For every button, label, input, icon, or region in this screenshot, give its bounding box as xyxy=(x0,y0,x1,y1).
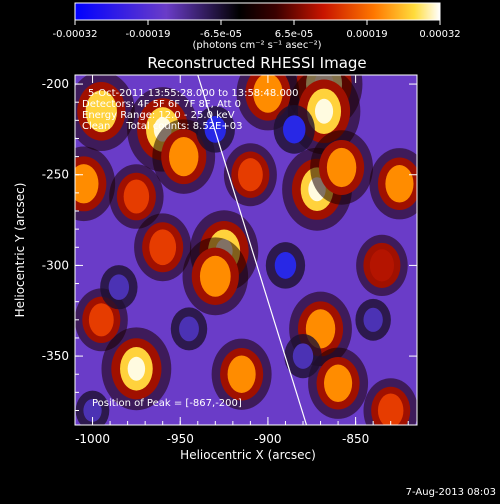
colorbar xyxy=(74,2,441,21)
source-core xyxy=(227,355,256,393)
limb-line xyxy=(197,75,308,425)
negative-core xyxy=(274,252,297,279)
negative-core xyxy=(204,115,227,143)
x-axis-ticks: -1000 -950 -900 -850 xyxy=(74,75,409,446)
x-tick-label: -1000 xyxy=(75,432,110,446)
source-core xyxy=(326,147,357,188)
negative-core xyxy=(179,316,199,342)
y-axis-ticks: -200 -250 -300 -350 xyxy=(42,77,417,411)
x-tick-label: -900 xyxy=(254,432,281,446)
source-core xyxy=(199,255,231,297)
source-core xyxy=(385,165,414,203)
colorbar-tick-label: 6.5e-05 xyxy=(275,29,313,40)
annotation-energy: Energy Range: 12.0 - 25.0 keV xyxy=(82,110,235,121)
plot-frame xyxy=(74,74,418,426)
source-core xyxy=(169,136,199,177)
colorbar-tick-label: -6.5e-05 xyxy=(200,29,242,40)
source-core xyxy=(123,179,150,214)
colorbar-tick-label: -0.00019 xyxy=(126,29,171,40)
x-tick-label: -950 xyxy=(167,432,194,446)
negative-core xyxy=(292,343,314,369)
source-core xyxy=(75,164,99,204)
heatmap-layer xyxy=(75,75,417,425)
source-core xyxy=(88,303,114,337)
colorbar-ticks xyxy=(74,20,441,25)
annotation-counts: Clean Total counts: 8.52E+03 xyxy=(82,121,242,132)
negative-core xyxy=(363,307,383,332)
source-peak xyxy=(314,98,334,124)
source-core xyxy=(377,393,404,425)
colorbar-unit-label: (photons cm⁻² s⁻¹ asec⁻²) xyxy=(192,40,321,51)
colorbar-tick-labels: -0.00032 -0.00019 -6.5e-05 6.5e-05 0.00019 0.… xyxy=(53,29,461,40)
chart-title: Reconstructed RHESSI Image xyxy=(147,54,366,72)
y-axis-label: Heliocentric Y (arcsec) xyxy=(13,183,27,318)
source-core xyxy=(324,364,353,403)
colorbar-tick-label: 0.00019 xyxy=(346,29,387,40)
negative-core xyxy=(108,274,130,300)
annotation-detectors: Detectors: 4F 5F 6F 7F 8F, Att 0 xyxy=(82,99,241,110)
source-core xyxy=(253,75,283,113)
source-core xyxy=(237,158,263,192)
annotation-block: 5-Oct-2011 13:55:28.000 to 13:58:48.000 … xyxy=(82,88,299,132)
source-peak xyxy=(127,356,146,381)
y-tick-label: -250 xyxy=(42,168,69,182)
x-axis-label: Heliocentric X (arcsec) xyxy=(180,448,316,462)
source-core xyxy=(85,90,118,133)
y-tick-label: -300 xyxy=(42,258,69,272)
source-core xyxy=(149,229,177,266)
negative-core xyxy=(83,399,102,422)
annotation-time: 5-Oct-2011 13:55:28.000 to 13:58:48.000 xyxy=(88,88,299,99)
peak-position-label: Position of Peak = [-867,-200] xyxy=(92,398,242,409)
y-tick-label: -200 xyxy=(42,77,69,91)
x-tick-label: -850 xyxy=(342,432,369,446)
colorbar-tick-label: -0.00032 xyxy=(53,29,98,40)
footer-date: 7-Aug-2013 08:03 xyxy=(406,487,496,498)
colorbar-tick-label: 0.00032 xyxy=(419,29,460,40)
y-tick-label: -350 xyxy=(42,349,69,363)
negative-core xyxy=(282,115,306,144)
source-core xyxy=(369,249,395,282)
